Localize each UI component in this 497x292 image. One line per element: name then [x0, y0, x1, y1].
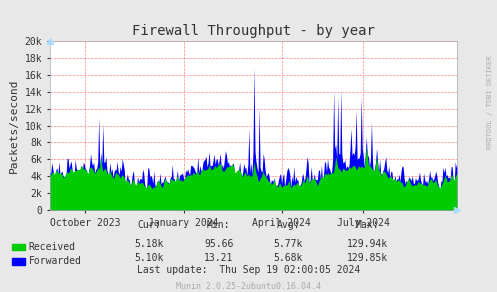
Text: RRDTOOL / TOBI OETIKER: RRDTOOL / TOBI OETIKER [487, 55, 493, 149]
Text: 5.68k: 5.68k [273, 253, 303, 263]
Text: Avg:: Avg: [276, 220, 300, 230]
Text: Munin 2.0.25-2ubuntu0.16.04.4: Munin 2.0.25-2ubuntu0.16.04.4 [176, 282, 321, 291]
Text: Max:: Max: [356, 220, 380, 230]
Text: Received: Received [29, 242, 76, 252]
Text: Last update:  Thu Sep 19 02:00:05 2024: Last update: Thu Sep 19 02:00:05 2024 [137, 265, 360, 275]
Text: 95.66: 95.66 [204, 239, 234, 249]
Text: 129.85k: 129.85k [347, 253, 388, 263]
Y-axis label: Packets/second: Packets/second [9, 78, 19, 173]
Text: 129.94k: 129.94k [347, 239, 388, 249]
Text: 5.18k: 5.18k [134, 239, 164, 249]
Text: 5.77k: 5.77k [273, 239, 303, 249]
Text: Min:: Min: [207, 220, 231, 230]
Text: 13.21: 13.21 [204, 253, 234, 263]
Text: Cur:: Cur: [137, 220, 161, 230]
Title: Firewall Throughput - by year: Firewall Throughput - by year [132, 24, 375, 38]
Text: Forwarded: Forwarded [29, 256, 82, 266]
Text: 5.10k: 5.10k [134, 253, 164, 263]
